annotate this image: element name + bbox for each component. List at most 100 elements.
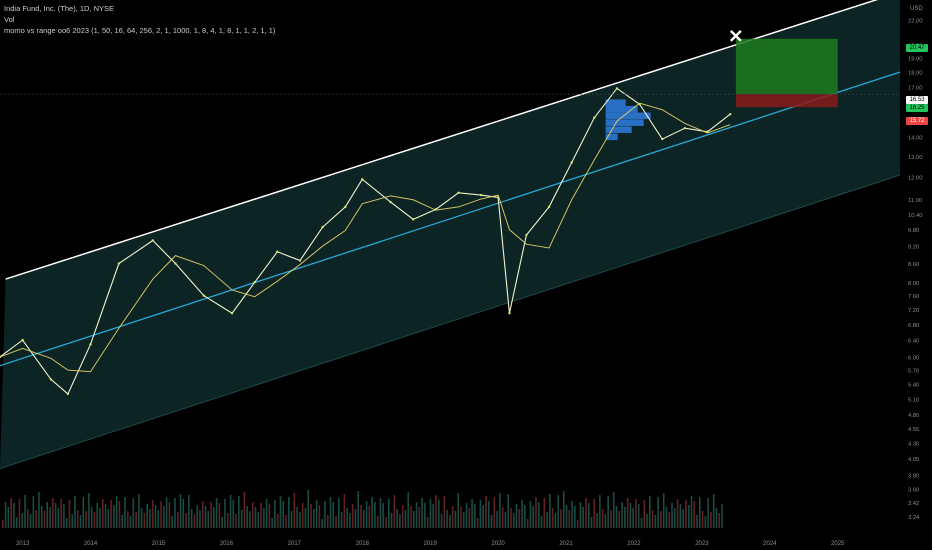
- volume-bar: [29, 514, 32, 528]
- volume-bar: [176, 512, 179, 528]
- price-point: [151, 239, 155, 242]
- moving-average-line: [0, 102, 731, 373]
- volume-bar: [518, 509, 521, 528]
- x-mark-icon: [729, 29, 742, 42]
- volume-bar: [393, 495, 396, 528]
- volume-bar: [426, 517, 429, 528]
- x-tick-label: 2024: [763, 541, 777, 547]
- volume-bar: [18, 499, 21, 528]
- volume-bar: [496, 511, 498, 528]
- volume-profile-bar: [605, 126, 632, 133]
- volume-bar: [76, 510, 79, 528]
- y-tick-label: 5.70: [908, 369, 919, 375]
- volume-bar: [721, 504, 723, 528]
- price-point: [615, 87, 619, 90]
- volume-bar: [163, 506, 165, 528]
- volume-bar: [432, 504, 435, 528]
- volume-bar: [635, 499, 637, 528]
- y-tick-label: 18.00: [908, 71, 923, 77]
- volume-bar: [390, 513, 393, 528]
- volume-bar: [26, 509, 29, 528]
- volume-bar: [693, 501, 696, 528]
- y-tick-label: 4.80: [908, 413, 919, 419]
- volume-bar: [224, 499, 226, 528]
- volume-profile-bar: [605, 99, 626, 106]
- volume-bar: [221, 517, 223, 528]
- volume-bar: [568, 510, 571, 528]
- volume-bar: [365, 501, 368, 528]
- price-point: [525, 233, 528, 237]
- volume-bar: [657, 497, 659, 528]
- volume-bar: [449, 515, 451, 528]
- volume-bar: [701, 511, 704, 528]
- y-tick-label: 6.40: [908, 339, 919, 345]
- volume-bar: [74, 496, 76, 528]
- price-point: [728, 113, 732, 116]
- volume-bar: [479, 500, 482, 528]
- volume-bar: [171, 516, 173, 528]
- volume-label: Vol: [4, 15, 15, 24]
- volume-bar: [68, 500, 71, 528]
- volume-bar: [49, 507, 51, 528]
- volume-bar: [340, 512, 343, 528]
- volume-bar: [696, 515, 698, 528]
- volume-bar: [685, 500, 687, 528]
- volume-bar: [324, 501, 326, 528]
- volume-bar: [282, 501, 285, 528]
- volume-bar: [451, 506, 454, 528]
- volume-bar: [238, 496, 240, 528]
- volume-bar: [637, 504, 640, 528]
- price-point: [344, 205, 347, 209]
- volume-bar: [54, 503, 57, 528]
- volume-bar: [549, 494, 551, 528]
- volume-bar: [93, 512, 96, 528]
- y-tick-label: 3.60: [908, 488, 919, 494]
- volume-bar: [96, 503, 99, 528]
- volume-bar: [710, 512, 712, 528]
- price-point: [661, 137, 664, 141]
- price-point: [174, 262, 177, 265]
- volume-bar: [257, 512, 260, 528]
- volume-bar: [607, 496, 609, 528]
- x-tick-label: 2015: [152, 541, 166, 547]
- volume-bar: [646, 514, 648, 528]
- symbol-title: India Fund, Inc. (The), 1D, NYSE: [4, 4, 115, 13]
- price-point: [479, 193, 483, 197]
- price-badge-a: 16.53: [906, 96, 928, 104]
- price-point: [638, 103, 641, 106]
- volume-bar: [490, 515, 493, 528]
- volume-bar: [515, 504, 518, 528]
- volume-bar: [38, 492, 40, 528]
- volume-bar: [290, 511, 293, 528]
- price-point: [706, 130, 709, 133]
- price-point: [570, 161, 573, 164]
- volume-bar: [529, 501, 532, 528]
- volume-bar: [149, 509, 151, 528]
- volume-bar: [185, 513, 187, 528]
- volume-bar: [288, 497, 290, 528]
- volume-bar: [13, 503, 15, 528]
- volume-bar: [251, 502, 254, 528]
- volume-bar: [576, 520, 579, 528]
- volume-bar: [643, 500, 646, 528]
- volume-bar: [629, 503, 632, 528]
- volume-bar: [668, 512, 671, 528]
- volume-bar: [265, 499, 268, 528]
- volume-bar: [554, 513, 557, 528]
- volume-bar: [151, 500, 154, 528]
- volume-bar: [504, 512, 507, 528]
- volume-bar: [65, 518, 68, 528]
- volume-bar: [699, 497, 701, 528]
- price-point: [496, 196, 500, 199]
- volume-bar: [246, 506, 248, 528]
- y-tick-label: 14.00: [908, 136, 923, 142]
- volume-bar: [493, 497, 496, 528]
- volume-bar: [571, 501, 573, 528]
- volume-bar: [32, 496, 35, 528]
- volume-bar: [21, 513, 24, 528]
- y-tick-label: 19.00: [908, 57, 923, 63]
- volume-bar: [579, 502, 582, 528]
- volume-bar: [110, 500, 112, 528]
- price-point: [321, 225, 324, 229]
